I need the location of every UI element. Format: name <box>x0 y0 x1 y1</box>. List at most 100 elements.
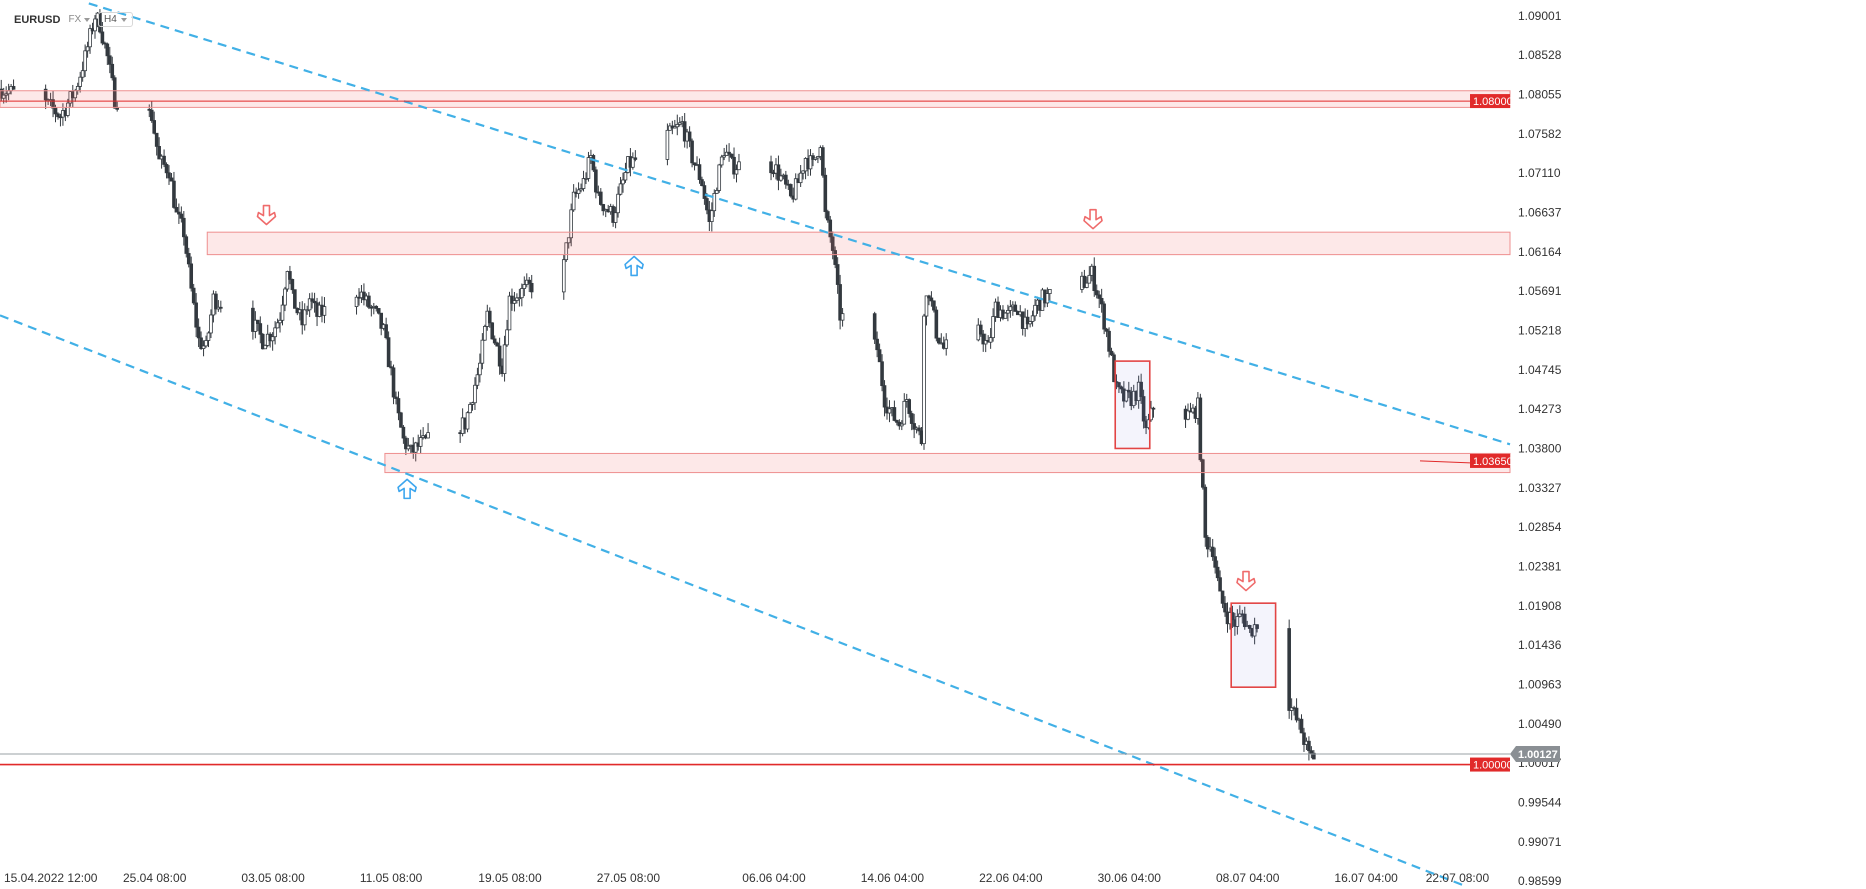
candle-body <box>616 193 620 214</box>
candle-body <box>517 297 522 300</box>
price-axis[interactable]: 1.09001 1.08528 1.08055 1.07582 1.07110 1.066… <box>1518 9 1562 888</box>
candle-body <box>201 345 206 349</box>
zone-rect <box>384 452 1511 474</box>
candle-body <box>719 156 724 166</box>
candle-body <box>379 312 384 329</box>
consolidation-box <box>1114 360 1151 450</box>
candle-body <box>11 86 16 90</box>
candle-body <box>93 18 97 32</box>
candle-body <box>944 339 949 349</box>
candle-body <box>270 336 275 342</box>
candle-body <box>1126 389 1131 393</box>
candle-body <box>623 172 628 181</box>
price-tick-label: 0.99071 <box>1518 835 1562 849</box>
candle-body <box>1312 752 1316 760</box>
candle-body <box>374 305 379 309</box>
candle-body <box>1013 304 1018 312</box>
candle-body <box>480 339 485 364</box>
candle-body <box>1307 740 1311 752</box>
candle-body <box>290 278 295 291</box>
candle-body <box>702 185 707 199</box>
consolidation-boxes <box>1114 360 1277 688</box>
candle-body <box>396 398 401 414</box>
price-tick-label: 1.03327 <box>1518 481 1562 495</box>
candle-body <box>880 361 884 387</box>
candle-body <box>389 366 393 369</box>
candle-body <box>273 327 277 338</box>
candle-body <box>278 319 282 324</box>
market-text: FX <box>68 14 82 25</box>
candle-body <box>591 155 596 171</box>
candle-body <box>426 432 430 439</box>
channel-trendlines <box>0 2 1511 887</box>
candle-body <box>199 337 203 349</box>
level-price-tag <box>1470 757 1510 772</box>
market-label[interactable]: FX <box>68 14 91 25</box>
candle-body <box>579 188 583 191</box>
channel-line <box>0 314 1464 887</box>
candle-body <box>692 162 697 166</box>
candle-body <box>520 288 524 299</box>
candle-body <box>1151 407 1156 410</box>
candle-body <box>172 180 176 208</box>
candle-body <box>56 113 60 118</box>
candle-body <box>1213 556 1217 568</box>
candle-body <box>162 155 166 165</box>
candle-body <box>912 423 916 430</box>
candle-body <box>1092 265 1097 292</box>
candle-body <box>900 423 904 427</box>
candle-body <box>682 121 687 142</box>
symbol-label[interactable]: EURUSD <box>14 13 61 26</box>
candle-body <box>312 300 317 304</box>
horizontal-levels <box>0 100 1510 766</box>
candle-body <box>149 109 154 121</box>
candle-body <box>798 172 803 184</box>
candle-body <box>105 43 110 57</box>
market-caret-icon <box>84 18 91 22</box>
candle-body <box>169 177 174 182</box>
candle-body <box>594 169 598 193</box>
candle-body <box>788 184 793 197</box>
candle-body <box>305 309 309 312</box>
candle-body <box>808 155 813 170</box>
candle-body <box>835 264 840 285</box>
price-tick-label: 1.08055 <box>1518 87 1562 101</box>
arrow-down-icon <box>1083 208 1103 230</box>
time-tick-label: 16.07 04:00 <box>1334 871 1398 885</box>
candle-body <box>322 306 327 316</box>
candle-body <box>1003 312 1008 319</box>
timeframe-select[interactable]: H4 <box>98 12 133 27</box>
candle-body <box>705 198 709 211</box>
candle-body <box>399 412 403 428</box>
candle-body <box>1028 321 1032 325</box>
candle-body <box>1094 290 1099 296</box>
candle-body <box>1302 732 1306 745</box>
zone-rect <box>206 231 1511 256</box>
candle-body <box>1215 566 1220 579</box>
candle-body <box>529 282 534 293</box>
candle-body <box>877 349 882 363</box>
zone-rect <box>0 90 1511 108</box>
candle-body <box>354 296 359 307</box>
candle-body <box>391 367 396 398</box>
candle-body <box>302 309 307 326</box>
candle-body <box>1252 624 1257 637</box>
candle-body <box>586 157 591 179</box>
candle-body <box>732 156 736 175</box>
candle-body <box>512 300 517 304</box>
candle-body <box>875 338 879 351</box>
candle-body <box>43 88 48 101</box>
time-tick-label: 03.05 08:00 <box>241 871 305 885</box>
price-tick-label: 1.06164 <box>1518 245 1562 259</box>
candle-body <box>793 178 798 200</box>
candle-body <box>677 122 682 125</box>
price-tick-label: 1.05691 <box>1518 284 1562 298</box>
price-tick-label: 1.02381 <box>1518 559 1562 573</box>
time-axis[interactable]: 15.04.2022 12:00 25.04 08:00 03.05 08:00 11… <box>4 871 1489 885</box>
current-price-tag-text: 1.00127 <box>1518 749 1558 761</box>
candle-body <box>717 164 722 191</box>
candle-body <box>401 426 406 439</box>
candle-body <box>177 211 181 215</box>
candlestick-series <box>0 9 1316 761</box>
